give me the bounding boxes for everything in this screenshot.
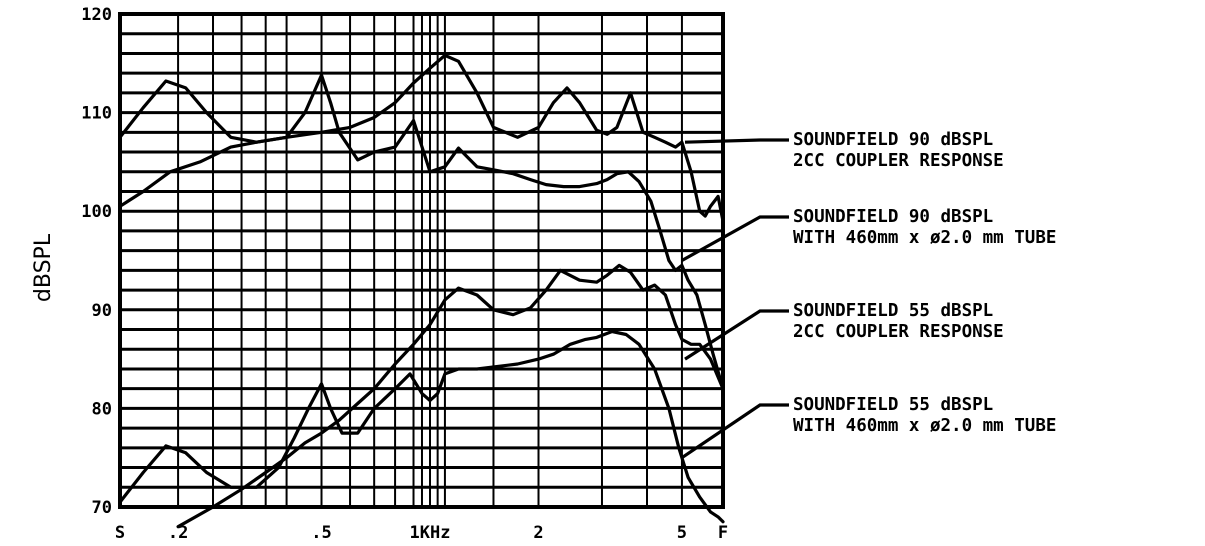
legend-label-3-line1: SOUNDFIELD 55 dBSPL	[793, 301, 993, 321]
x-tick-label: S	[115, 523, 125, 543]
legend-leader-1	[684, 138, 789, 144]
legend-label-2-line1: SOUNDFIELD 90 dBSPL	[793, 207, 993, 227]
legend-label-3-line2: 2CC COUPLER RESPONSE	[793, 322, 1004, 342]
y-tick-label: 110	[81, 104, 112, 124]
legend-label-4-line1: SOUNDFIELD 55 dBSPL	[793, 395, 993, 415]
series-line-4	[176, 263, 725, 529]
legend-label-4-line2: WITH 460mm x ø2.0 mm TUBE	[793, 416, 1056, 436]
grid	[120, 12, 723, 509]
x-tick-label: .5	[311, 523, 331, 543]
x-tick-label: 1KHz	[410, 523, 451, 543]
legend-label-2-line2: WITH 460mm x ø2.0 mm TUBE	[793, 228, 1056, 248]
series-layer	[118, 53, 725, 529]
y-tick-labels: 70 80 90 100 110 120	[81, 5, 112, 518]
legend-label-1-line2: 2CC COUPLER RESPONSE	[793, 151, 1004, 171]
legend-label-1-line1: SOUNDFIELD 90 dBSPL	[793, 130, 993, 150]
y-tick-label: 120	[81, 5, 112, 25]
plot-frame-layer	[118, 12, 725, 509]
plot-frame	[118, 12, 725, 509]
series-line-2	[118, 53, 725, 223]
y-tick-label: 100	[81, 202, 112, 222]
legend-leader-2	[681, 215, 789, 262]
y-tick-label: 90	[92, 301, 112, 321]
y-axis-title: dBSPL	[31, 233, 56, 302]
y-tick-label: 80	[92, 399, 112, 419]
x-tick-label: 2	[533, 523, 543, 543]
x-tick-label: F	[718, 523, 728, 543]
series-line-3	[118, 329, 725, 524]
y-tick-label: 70	[92, 498, 112, 518]
legend-leader-3	[684, 309, 789, 361]
x-tick-label: .2	[168, 523, 188, 543]
x-tick-labels: S .2 .5 1KHz 2 5 F	[115, 523, 728, 543]
legend-leader-4	[681, 403, 789, 460]
x-tick-label: 5	[677, 523, 687, 543]
